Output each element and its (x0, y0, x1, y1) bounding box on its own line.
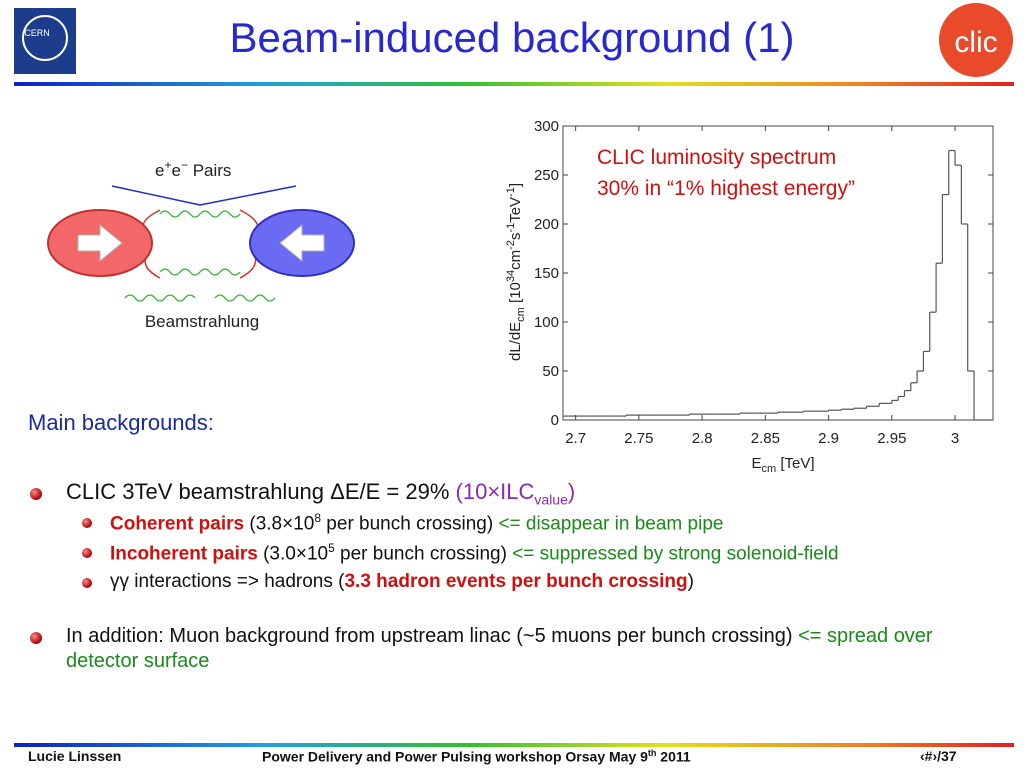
text-run: <= spread over detector surface (66, 625, 933, 672)
label-part: [TeV] (776, 455, 814, 472)
label-part: + (164, 158, 171, 172)
label-part: cm (515, 307, 527, 322)
cern-logo-ring (22, 15, 68, 61)
text-run: (3.8×10 (244, 513, 315, 535)
label-part: -1 (505, 187, 517, 197)
bullet (30, 632, 42, 644)
pairs-label: e+e− Pairs (155, 158, 231, 180)
label-part: Pairs (188, 161, 231, 180)
y-tick-label: 300 (534, 118, 559, 135)
sub-bullet-text: γγ interactions => hadrons (3.3 hadron e… (110, 571, 694, 593)
label-part: ] (507, 183, 524, 187)
y-tick-label: 50 (542, 363, 559, 380)
text-run: ) (567, 479, 576, 504)
x-tick-label: 3 (951, 430, 959, 447)
electron-track (111, 185, 201, 206)
header-rule (14, 82, 1014, 86)
annotation: CLIC luminosity spectrum (597, 146, 836, 169)
text-run: Coherent pairs (110, 513, 245, 535)
luminosity-chart: CLIC luminosity spectrum 30% in “1% high… (505, 118, 994, 475)
text-run: γγ interactions => hadrons ( (110, 571, 345, 592)
footer-event: Power Delivery and Power Pulsing worksho… (262, 748, 691, 765)
x-tick-label: 2.85 (751, 430, 780, 447)
photon (214, 294, 276, 302)
label-part: TeV (507, 197, 524, 223)
label-part: cm (507, 250, 524, 270)
x-axis-label: Ecm [TeV] (751, 455, 814, 475)
y-axis-label: dL/dEcm [1034cm-2s-1TeV-1] (505, 183, 527, 361)
text-run: Incoherent pairs (110, 543, 258, 565)
label-part: e (171, 161, 180, 180)
label-part: -2 (505, 240, 517, 250)
label-part: − (181, 158, 188, 172)
sub-bullet (82, 578, 92, 588)
sub-bullet-text: Incoherent pairs (3.0×105 per bunch cros… (110, 541, 839, 565)
y-tick-label: 200 (534, 216, 559, 233)
plot-frame (562, 125, 994, 421)
x-tick-label: 2.7 (565, 430, 586, 447)
heading: Main backgrounds: (28, 410, 214, 435)
cern-logo-text: CERN (24, 28, 50, 38)
photon (159, 268, 241, 276)
slide-title: Beam-induced background (1) (229, 14, 795, 61)
bunch-arrow (77, 223, 123, 263)
text-run: 2011 (656, 748, 691, 765)
label-part: 34 (505, 270, 517, 282)
sub-bullet-text: Coherent pairs (3.8×108 per bunch crossi… (110, 511, 723, 535)
label-part: cm (761, 463, 776, 475)
label-part: [10 (507, 282, 524, 307)
y-tick-label: 250 (534, 167, 559, 184)
text-run: 5 (328, 541, 335, 555)
label-part: -1 (505, 223, 517, 233)
photon (159, 210, 241, 218)
text-run: per bunch crossing) (334, 543, 513, 565)
text-run: th (647, 748, 657, 758)
text-run: (10×ILC (455, 479, 535, 504)
label-part: e (155, 161, 164, 180)
bullet-text: CLIC 3TeV beamstrahlung ΔE/E = 29% (10×I… (66, 479, 575, 507)
text-run: value (534, 491, 568, 508)
text-run: Power Delivery and Power Pulsing worksho… (262, 748, 648, 765)
text-run: CLIC 3TeV beamstrahlung ΔE/E = 29% (66, 479, 456, 504)
text-run: per bunch crossing) (321, 513, 499, 535)
text-run: ) (687, 571, 694, 592)
text-run: (3.0×10 (257, 543, 329, 565)
text-run: 8 (314, 511, 322, 525)
bunch-arrow (279, 223, 325, 263)
y-tick-label: 0 (551, 412, 559, 429)
positron-track (199, 185, 297, 206)
text-run: In addition: Muon background from upstre… (66, 625, 799, 647)
x-tick-label: 2.8 (692, 430, 713, 447)
text-run: 3.3 hadron events per bunch crossing (344, 571, 688, 592)
clic-logo (939, 3, 1013, 77)
footer-rule (14, 743, 1014, 747)
sub-bullet (82, 518, 92, 528)
beam-diagram: e+e− Pairs Beamstrahlung (47, 158, 355, 331)
text-run: <= suppressed by strong solenoid-field (512, 543, 839, 565)
beamstrahlung-label: Beamstrahlung (145, 312, 259, 331)
cern-logo (14, 8, 76, 74)
bullet-text: In addition: Muon background from upstre… (66, 624, 946, 674)
label-part: s (507, 233, 524, 241)
bullet (30, 488, 42, 500)
y-tick-label: 150 (534, 265, 559, 282)
footer-author: Lucie Linssen (28, 748, 122, 764)
label-part: E (751, 455, 761, 472)
x-tick-label: 2.75 (624, 430, 653, 447)
text-run: <= disappear in beam pipe (498, 513, 724, 535)
sub-bullet (82, 548, 92, 558)
x-tick-label: 2.95 (877, 430, 906, 447)
footer-page: ‹#›/37 (920, 748, 957, 764)
photon (124, 294, 196, 302)
y-tick-label: 100 (534, 314, 559, 331)
x-tick-label: 2.9 (818, 430, 839, 447)
label-part: dL/dE (507, 322, 524, 361)
clic-logo-text: clic (954, 26, 997, 59)
annotation: 30% in “1% highest energy” (597, 177, 855, 200)
